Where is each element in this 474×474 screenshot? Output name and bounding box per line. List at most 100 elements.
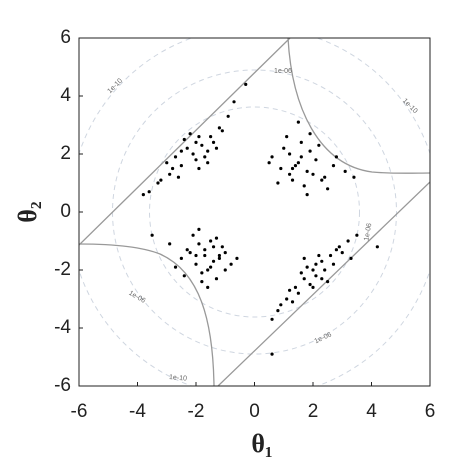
point <box>223 251 227 255</box>
point <box>299 155 303 159</box>
point <box>188 132 192 136</box>
point <box>173 265 178 269</box>
point <box>226 114 230 118</box>
point <box>314 262 318 266</box>
point <box>197 242 201 246</box>
point <box>270 317 274 321</box>
point <box>320 178 324 182</box>
point <box>200 280 204 284</box>
point <box>220 129 224 133</box>
x-axis-label: θ₁ <box>251 429 272 458</box>
point <box>343 169 347 173</box>
contour-line <box>79 38 291 246</box>
point <box>305 193 309 197</box>
x-tick-label: 4 <box>366 401 377 422</box>
point <box>290 166 295 171</box>
point <box>323 268 327 272</box>
contour-curve <box>79 243 215 386</box>
point <box>293 285 298 289</box>
contours <box>79 38 430 386</box>
contour-label: 1e-06 <box>274 68 292 75</box>
point <box>206 161 210 165</box>
point <box>308 149 312 153</box>
point <box>209 239 213 243</box>
point <box>220 245 224 249</box>
point <box>279 166 283 171</box>
point <box>296 120 300 124</box>
point <box>194 140 198 144</box>
point <box>334 155 338 159</box>
point <box>197 227 201 231</box>
point <box>217 126 221 130</box>
point <box>214 236 219 240</box>
point <box>355 233 359 237</box>
point <box>173 155 178 159</box>
point <box>168 242 172 246</box>
point <box>185 146 189 150</box>
point <box>211 259 216 263</box>
contour-circle <box>112 69 397 355</box>
x-tick-label: 2 <box>308 401 319 422</box>
point <box>156 181 160 185</box>
y-axis-label: θ₂ <box>13 201 42 223</box>
point <box>328 253 333 258</box>
y-tick-label: -6 <box>54 375 71 396</box>
point <box>326 280 330 284</box>
contour-label: 1e-06 <box>314 331 333 345</box>
contour-label: 1e-10 <box>169 374 188 383</box>
contour-label: 1e-10 <box>106 77 124 95</box>
point <box>311 268 315 272</box>
point <box>188 251 192 255</box>
point <box>314 274 318 278</box>
x-tick-label: -6 <box>71 401 88 422</box>
point <box>200 271 204 275</box>
point <box>349 256 353 260</box>
point <box>159 178 163 182</box>
point <box>279 303 283 307</box>
point <box>285 135 289 139</box>
point <box>217 253 221 258</box>
point <box>194 158 198 162</box>
point <box>150 233 154 237</box>
point <box>141 193 145 197</box>
point <box>290 300 295 304</box>
point <box>320 259 324 263</box>
x-tick-label: -2 <box>188 401 205 422</box>
y-tick-label: 2 <box>60 143 71 164</box>
point <box>293 164 298 168</box>
point <box>331 262 336 266</box>
point <box>232 100 236 104</box>
contour-curve <box>287 38 430 174</box>
point <box>290 178 295 182</box>
point <box>270 155 274 159</box>
contour-label: 1e-06 <box>363 223 373 242</box>
point <box>168 172 172 176</box>
point <box>194 253 198 258</box>
x-tick-label: 0 <box>249 401 260 422</box>
point <box>285 297 289 301</box>
point <box>296 161 300 165</box>
point <box>217 256 221 260</box>
point <box>302 277 306 281</box>
point <box>214 277 219 281</box>
point <box>223 268 227 272</box>
point <box>191 233 195 237</box>
point <box>317 143 321 147</box>
point <box>276 309 280 313</box>
point <box>203 155 207 159</box>
point <box>197 135 201 139</box>
point <box>182 274 186 278</box>
point <box>326 187 330 191</box>
point <box>165 161 169 165</box>
y-tick-label: 6 <box>60 27 71 48</box>
axes-box <box>78 37 431 387</box>
point <box>305 265 309 269</box>
point <box>147 190 151 194</box>
point <box>302 256 306 260</box>
point <box>305 169 309 173</box>
point <box>211 140 216 144</box>
point <box>337 245 341 249</box>
point <box>206 149 210 153</box>
point <box>206 268 210 272</box>
point <box>288 288 292 292</box>
